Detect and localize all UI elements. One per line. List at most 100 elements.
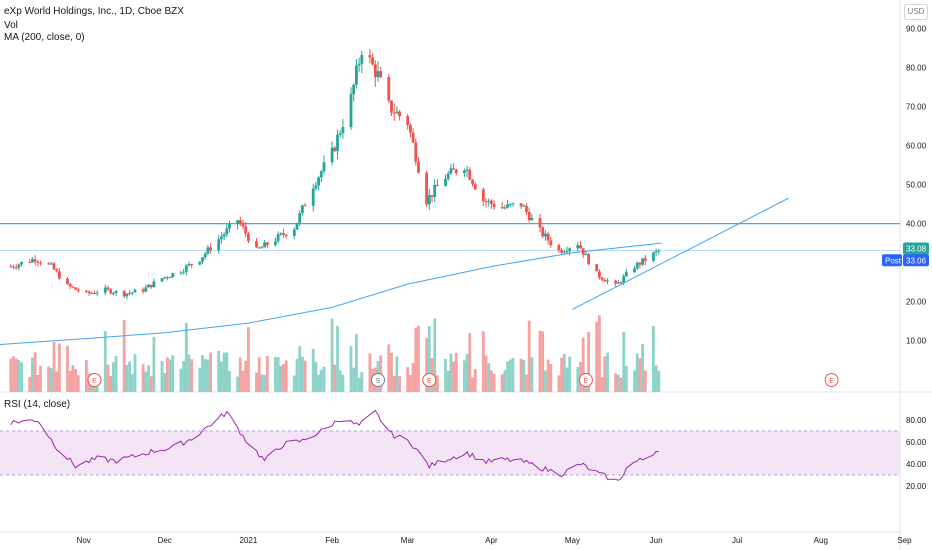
- candle-body: [220, 236, 223, 240]
- candle-body: [265, 242, 269, 246]
- volume-bar: [390, 352, 393, 392]
- candle-body: [463, 170, 466, 174]
- last-price-tag: [903, 242, 929, 255]
- candle-body: [184, 265, 188, 272]
- volume-bar: [228, 371, 231, 392]
- ma-line: [0, 242, 662, 345]
- time-tick-label: Aug: [814, 536, 828, 545]
- candle-body: [368, 55, 372, 58]
- volume-bar: [58, 343, 61, 392]
- candle-body: [238, 220, 242, 224]
- volume-bar: [500, 374, 504, 392]
- rsi-polyline: [10, 409, 659, 481]
- candle-body: [17, 264, 21, 268]
- volume-bar: [276, 357, 280, 392]
- volume-bar: [357, 377, 361, 392]
- candle-body: [638, 262, 642, 265]
- event-marker-label: E: [829, 378, 834, 385]
- candle-body: [282, 233, 285, 235]
- volume-bar: [614, 373, 617, 392]
- volume-bar: [595, 321, 599, 392]
- time-tick-label: Dec: [158, 536, 172, 545]
- candle-body: [349, 94, 353, 128]
- volume-bar: [265, 356, 269, 392]
- candle-body: [395, 111, 399, 114]
- candle-body: [247, 233, 250, 242]
- volume-bar: [392, 375, 396, 392]
- candle-body: [311, 188, 315, 206]
- volume-bar: [298, 346, 302, 392]
- rsi-line: [10, 409, 659, 481]
- candle-body: [112, 292, 115, 294]
- volume-bar: [436, 375, 439, 392]
- candle-body: [376, 71, 380, 78]
- candle-body: [541, 227, 545, 237]
- candle-body: [614, 280, 617, 284]
- volume-bar: [633, 370, 636, 392]
- volume-bars: [9, 315, 661, 392]
- volume-bar: [31, 357, 34, 392]
- rsi-tick-label: 20.00: [906, 482, 927, 491]
- volume-bar: [454, 352, 458, 392]
- candle-body: [190, 263, 194, 265]
- volume-bar: [368, 353, 372, 392]
- candle-body: [292, 229, 296, 236]
- candle-body: [9, 266, 13, 268]
- candle-body: [436, 184, 439, 187]
- candle-body: [109, 289, 113, 294]
- candle-body: [149, 284, 153, 288]
- volume-bar: [217, 350, 221, 392]
- volume-bar: [220, 361, 223, 392]
- volume-bar: [546, 359, 550, 392]
- volume-bar: [317, 374, 320, 392]
- candle-body: [546, 233, 550, 241]
- volume-bar: [433, 318, 437, 392]
- candle-body: [228, 223, 231, 229]
- candle-body: [565, 251, 569, 253]
- volume-bar: [387, 344, 391, 392]
- candle-body: [557, 245, 561, 251]
- candle-body: [392, 112, 396, 114]
- post-label: Post: [885, 256, 902, 265]
- volume-bar: [49, 368, 53, 392]
- time-tick-label: Nov: [77, 536, 91, 545]
- candle-body: [371, 57, 374, 65]
- rsi-band: [0, 430, 900, 476]
- volume-bar: [581, 337, 585, 392]
- candle-body: [317, 177, 320, 186]
- rsi-tick-label: 80.00: [906, 416, 927, 425]
- candle-body: [66, 278, 69, 284]
- volume-bar: [330, 318, 334, 392]
- candle-body: [508, 204, 512, 206]
- volume-bar: [260, 374, 264, 392]
- volume-bar: [76, 375, 80, 392]
- event-marker-label: S: [376, 378, 381, 385]
- volume-bar: [295, 358, 299, 392]
- volume-bar: [511, 357, 515, 392]
- volume-bar: [446, 370, 450, 392]
- candle-body: [68, 283, 72, 287]
- price-tick-label: 50.00: [906, 181, 927, 190]
- candle-body: [28, 262, 32, 264]
- volume-bar: [236, 376, 239, 392]
- candle-body: [527, 211, 531, 221]
- volume-bar: [508, 359, 512, 392]
- volume-bar: [557, 375, 561, 392]
- volume-bar: [635, 353, 639, 392]
- price-tick-label: 40.00: [906, 220, 927, 229]
- volume-bar: [525, 374, 528, 392]
- volume-bar: [616, 374, 620, 392]
- volume-bar: [303, 360, 307, 392]
- candle-body: [579, 245, 582, 249]
- candle-body: [390, 100, 393, 113]
- candle-body: [473, 184, 477, 190]
- candle-body: [152, 281, 156, 288]
- volume-bar: [222, 352, 226, 392]
- volume-bar: [279, 365, 283, 392]
- post-price-tag: [903, 254, 929, 267]
- currency-button[interactable]: USD: [904, 4, 928, 20]
- candle-body: [257, 247, 261, 249]
- candle-body: [187, 263, 191, 266]
